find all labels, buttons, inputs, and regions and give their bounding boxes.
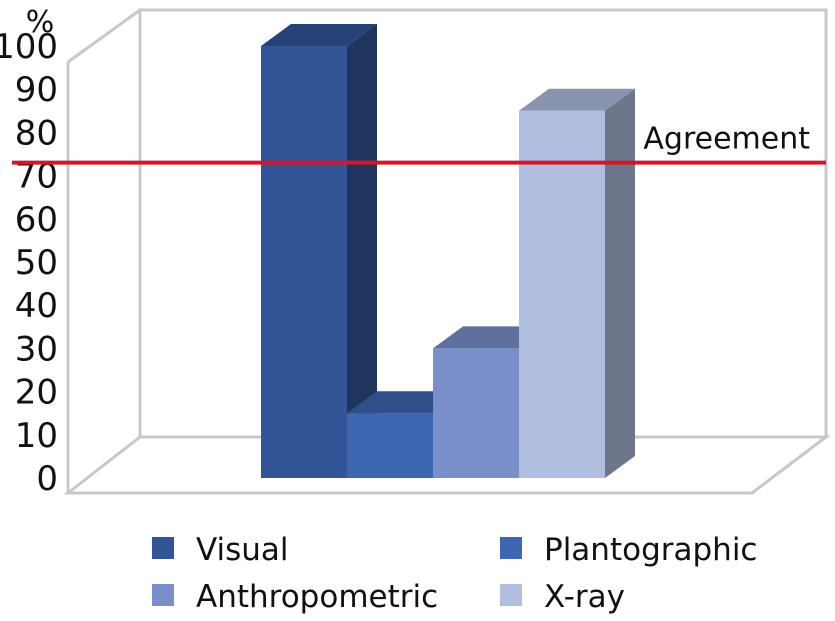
legend-label: Visual (196, 532, 289, 568)
bar-side (605, 88, 635, 479)
y-tick-label: 90 (15, 70, 58, 110)
y-tick-label: 80 (15, 113, 58, 153)
bar-front (519, 110, 605, 479)
bar-top (519, 88, 635, 111)
y-tick-label: 10 (15, 416, 58, 456)
legend-swatch (500, 584, 522, 606)
legend-label: Anthropometric (196, 579, 438, 615)
y-tick-label: 40 (15, 286, 58, 326)
legend-swatch (152, 537, 174, 559)
chart-3d-frame (63, 8, 831, 495)
legend-label: X-ray (544, 579, 625, 615)
legend-swatch (152, 584, 174, 606)
legend: Visual Plantographic Anthropometric X-ray (152, 532, 757, 615)
y-tick-label: 60 (15, 200, 58, 240)
legend-label: Plantographic (544, 532, 757, 568)
bar-side (347, 24, 377, 478)
y-axis-unit: % (26, 5, 55, 40)
y-tick-label: 0 (36, 459, 58, 499)
wall-left-top-edge (67, 8, 141, 64)
y-tick-label: 20 (15, 373, 58, 413)
y-tick-label: 50 (15, 243, 58, 283)
bar-front (433, 348, 519, 478)
bar (519, 88, 635, 479)
bar-front (347, 413, 433, 478)
bar (261, 24, 377, 478)
reference-line: Agreement (12, 122, 826, 165)
y-tick-label: 100 (0, 27, 58, 67)
bar-front (261, 46, 347, 478)
bar-top (261, 24, 377, 46)
floor (63, 435, 831, 495)
bars (261, 24, 635, 479)
reference-line-label: Agreement (643, 122, 810, 157)
y-tick-label: 30 (15, 329, 58, 369)
legend-swatch (500, 537, 522, 559)
